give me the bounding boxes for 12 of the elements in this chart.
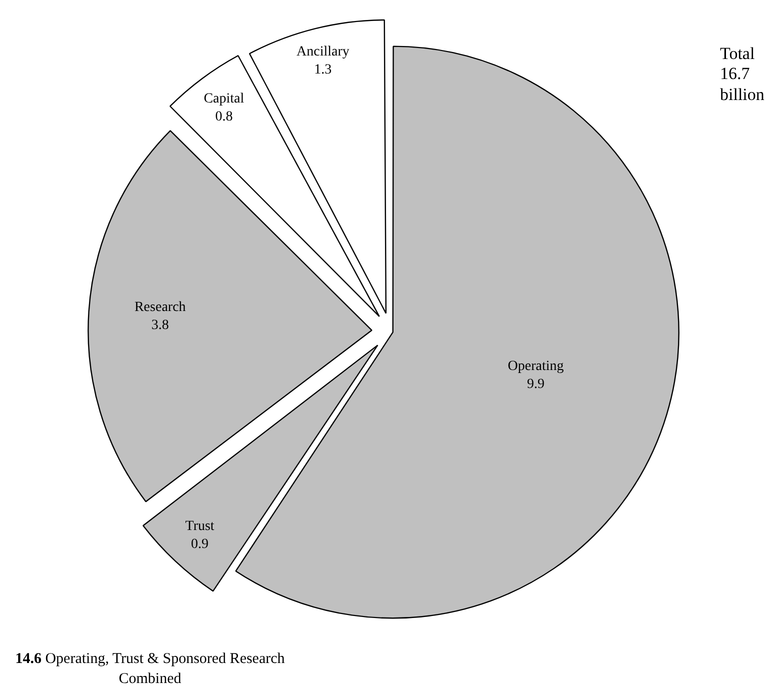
slice-label: Ancillary [296,44,350,60]
slice-label: Operating [508,358,564,374]
data-label: 3.8 [151,318,169,333]
data-label: 9.9 [527,376,545,392]
text: Total 16.7 billion [720,44,766,106]
slice-label: Capital [204,91,244,106]
slice-label: Research [134,300,186,315]
data-label: 0.9 [191,536,209,552]
data-label: 0.8 [215,109,233,124]
slice-label: Trust [185,518,214,534]
data-label: 1.3 [314,62,332,78]
text: 14.6 Operating, Trust & Sponsored Research Combined [14,650,286,688]
